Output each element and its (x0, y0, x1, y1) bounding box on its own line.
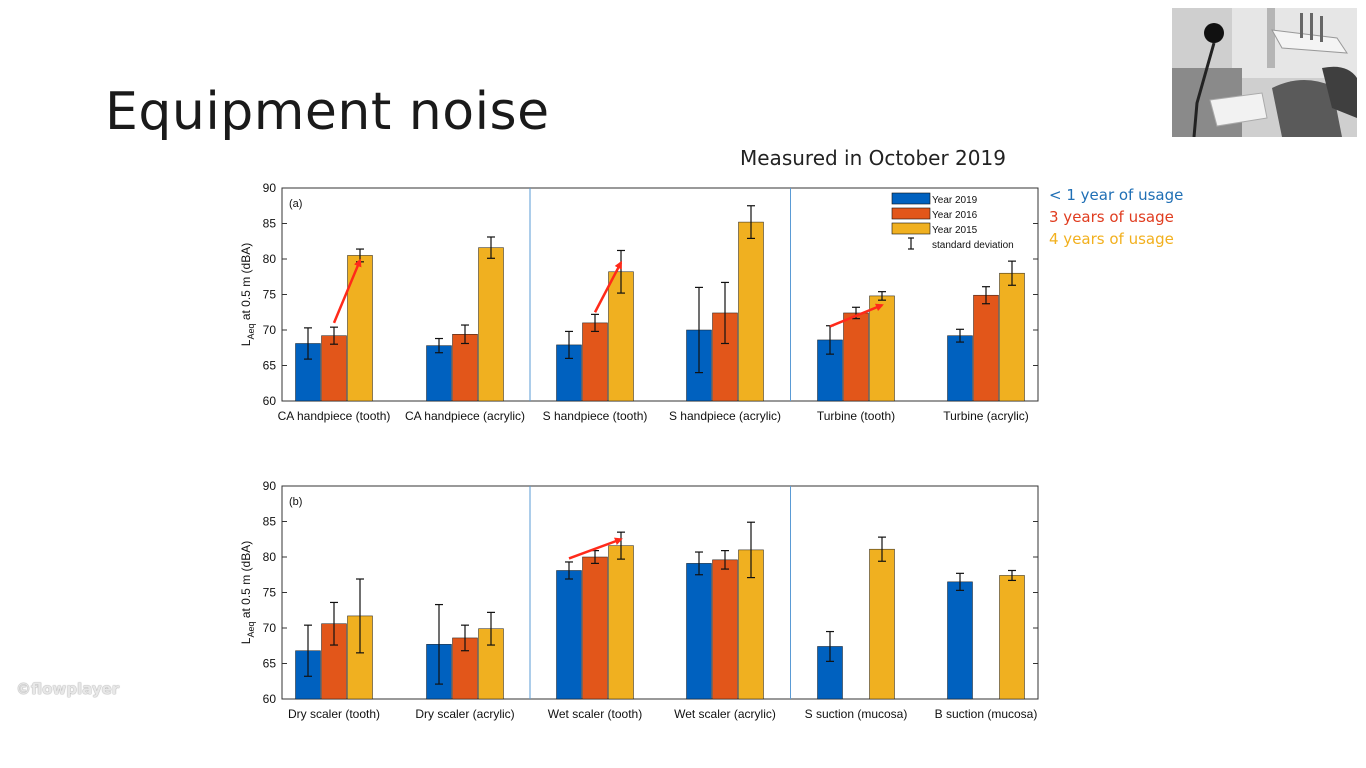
bar-2016-3 (582, 322, 608, 402)
panel-label: (b) (289, 496, 302, 508)
y-tick-label: 70 (263, 621, 277, 635)
legend-label: Year 2019 (932, 195, 978, 206)
bar-2019-3 (556, 570, 582, 700)
usage-label-2015: 4 years of usage (1049, 230, 1174, 248)
bar-2019-6 (947, 581, 973, 700)
legend-swatch-2015 (891, 222, 931, 235)
bar-2015-1 (347, 255, 373, 402)
x-category-label: CA handpiece (tooth) (278, 409, 391, 423)
bar-2019-2 (426, 345, 452, 402)
legend-label: Year 2016 (932, 210, 978, 221)
y-tick-label: 90 (263, 181, 277, 195)
y-tick-label: 85 (263, 515, 277, 529)
y-tick-label: 80 (263, 252, 277, 266)
x-category-label: Wet scaler (acrylic) (674, 707, 776, 721)
y-axis-label-units: at 0.5 m (dBA) (239, 541, 253, 622)
chart-legend: Year 2019 Year 2016 Year 2015 standard devi… (891, 192, 1014, 251)
trend-arrow (332, 258, 362, 324)
flowplayer-watermark: ©flowplayer (16, 680, 119, 698)
y-axis-label-units: at 0.5 m (dBA) (239, 243, 253, 324)
chart-subtitle: Measured in October 2019 (740, 146, 1006, 170)
y-tick-label: 80 (263, 550, 277, 564)
flowplayer-logo-icon: © (16, 680, 31, 698)
bar-2015-4 (738, 221, 764, 402)
x-category-label: Dry scaler (tooth) (288, 707, 380, 721)
bar-2015-6 (999, 272, 1025, 402)
bar-2019-6 (947, 335, 973, 402)
trend-arrow (568, 537, 623, 560)
y-tick-label: 70 (263, 323, 277, 337)
bar-2019-5 (817, 646, 843, 700)
bar-2015-2 (478, 247, 504, 402)
bar-2016-3 (582, 556, 608, 700)
y-tick-label: 75 (263, 586, 277, 600)
bar-2016-1 (321, 335, 347, 402)
y-tick-label: 60 (263, 394, 277, 408)
y-axis-label: LAeq at 0.5 m (dBA) (239, 243, 256, 346)
y-axis-label-main: L (239, 637, 253, 644)
x-category-label: Turbine (acrylic) (943, 409, 1029, 423)
usage-label-2019: < 1 year of usage (1049, 186, 1184, 204)
y-axis-label-main: L (239, 339, 253, 346)
x-category-label: S handpiece (tooth) (543, 409, 648, 423)
bar-2016-2 (452, 637, 478, 700)
bar-2016-2 (452, 334, 478, 402)
legend-label: Year 2015 (932, 225, 978, 236)
x-category-label: S handpiece (acrylic) (669, 409, 781, 423)
bar-2016-5 (843, 312, 869, 402)
legend-swatch-2016 (891, 207, 931, 220)
bar-2016-6 (973, 294, 999, 402)
slide-title: Equipment noise (105, 82, 550, 142)
x-category-label: Wet scaler (tooth) (548, 707, 642, 721)
x-category-label: Turbine (tooth) (817, 409, 895, 423)
x-category-label: S suction (mucosa) (805, 707, 908, 721)
chart-panel-b: 60 65 70 75 80 85 90 LAeq at 0.5 m (dBA) (b) Dry … (239, 479, 1039, 721)
y-tick-label: 75 (263, 288, 277, 302)
y-tick-label: 85 (263, 217, 277, 231)
plot-frame (281, 485, 1039, 700)
x-category-label: Dry scaler (acrylic) (415, 707, 514, 721)
bar-2015-5 (869, 295, 895, 402)
usage-label-2016: 3 years of usage (1049, 208, 1174, 226)
y-tick-label: 90 (263, 479, 277, 493)
bar-2016-4 (712, 559, 738, 700)
bar-2019-4 (686, 563, 712, 700)
y-tick-label: 65 (263, 359, 277, 373)
x-category-label: CA handpiece (acrylic) (405, 409, 525, 423)
y-axis-label: LAeq at 0.5 m (dBA) (239, 541, 256, 644)
trend-arrow (829, 303, 884, 328)
y-axis-label-subscript: Aeq (246, 324, 256, 340)
legend-errorbar-label: standard deviation (932, 240, 1014, 251)
legend-swatch-2019 (891, 192, 931, 205)
flowplayer-text: flowplayer (31, 680, 120, 698)
chart-panel-a: 60 65 70 75 80 85 90 LAeq at 0.5 m (dBA) (a) CA h… (239, 181, 1039, 423)
y-tick-label: 60 (263, 692, 277, 706)
bar-2015-5 (869, 548, 895, 700)
dental-chair-photo (1172, 8, 1357, 137)
trend-arrow (593, 260, 623, 313)
y-axis-label-subscript: Aeq (246, 622, 256, 638)
panel-label: (a) (289, 198, 302, 210)
x-category-label: B suction (mucosa) (935, 707, 1038, 721)
bar-2015-6 (999, 575, 1025, 700)
bar-2015-3 (608, 545, 634, 700)
plot-frame (281, 187, 1039, 402)
y-tick-label: 65 (263, 657, 277, 671)
